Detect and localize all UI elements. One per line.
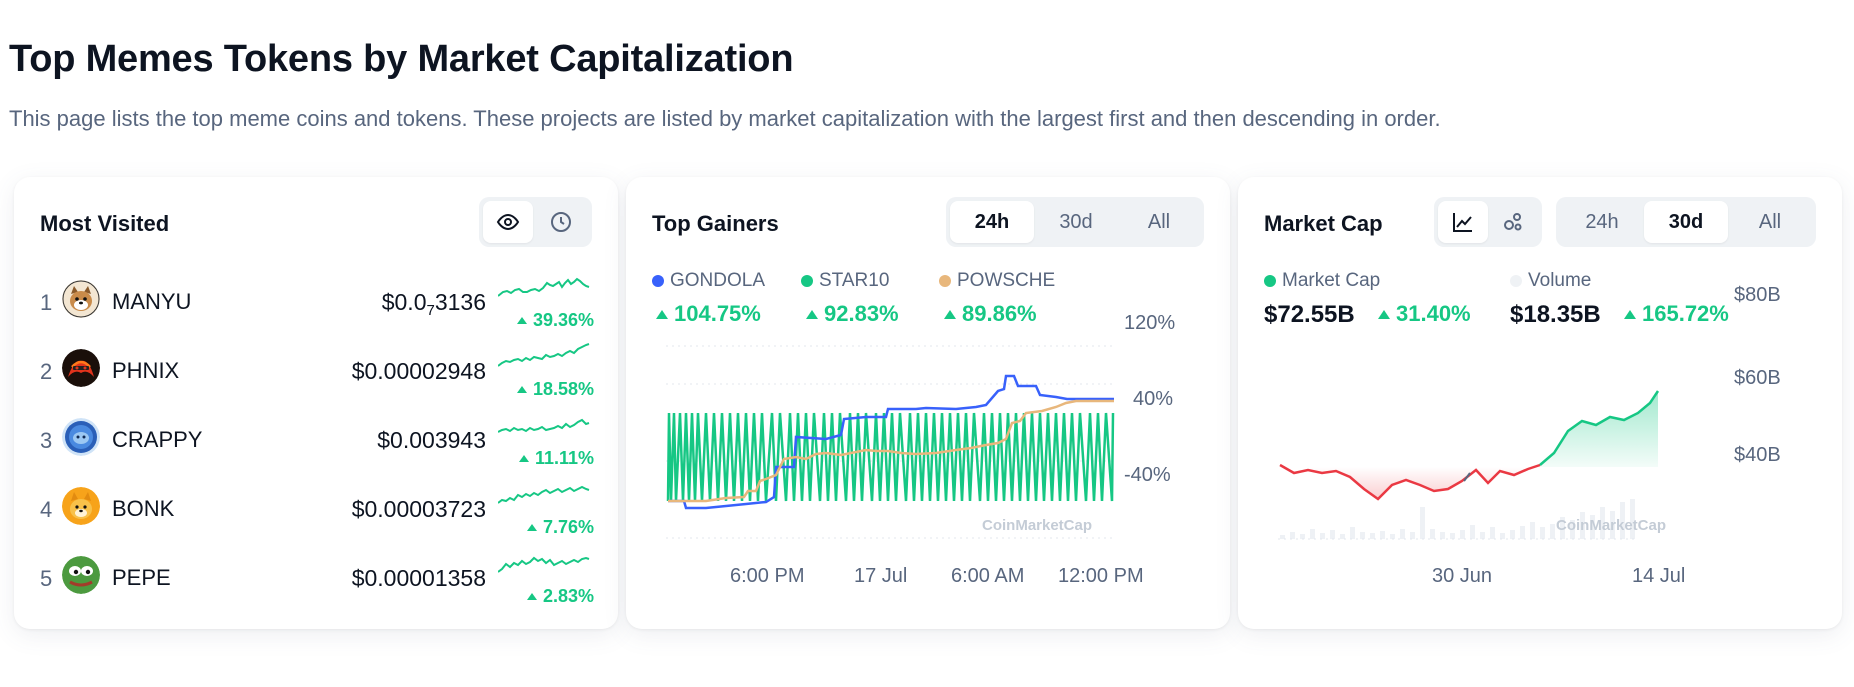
rank: 1	[40, 290, 53, 315]
most-visited-row-5[interactable]: 5 PEPE $0.00001358 2.83%	[14, 546, 618, 606]
watermark: CoinMarketCap	[1556, 517, 1667, 534]
tab-all[interactable]: All	[1147, 210, 1171, 233]
crappy-logo-icon	[62, 418, 100, 456]
tab-all[interactable]: All	[1758, 210, 1782, 233]
rank: 2	[40, 359, 53, 384]
top-gainers-timeframe-tabs: 24h 30d All	[946, 197, 1204, 247]
sparkline	[498, 277, 590, 297]
sparkline	[498, 485, 590, 504]
bubble-chart-button[interactable]	[1488, 201, 1538, 243]
token-price: $0.073136	[381, 289, 486, 319]
pepe-logo-icon	[62, 556, 100, 594]
volume-value: $18.35B	[1510, 301, 1601, 328]
price-change: 7.76%	[526, 517, 594, 538]
legend-powsche[interactable]: POWSCHE	[939, 270, 1055, 292]
tab-30d[interactable]: 30d	[1059, 210, 1093, 233]
x-tick-30jun: 30 Jun	[1432, 565, 1493, 587]
most-visited-row-1[interactable]: 1 MANYU $0.073136 39.36%	[14, 270, 618, 330]
rank: 5	[40, 566, 53, 591]
y-tick-60b: $60B	[1734, 367, 1781, 389]
market-cap-change: 31.40%	[1378, 301, 1471, 327]
token-price: $0.00001358	[351, 565, 486, 591]
sparkline	[498, 343, 590, 367]
star10-change: 92.83%	[806, 301, 899, 327]
top-gainers-chart[interactable]	[626, 177, 1230, 629]
x-tick-14jul: 14 Jul	[1632, 565, 1686, 587]
most-visited-card: Most Visited 1 MANYU $0.073136 39.36% 2 …	[14, 177, 618, 629]
watermark: CoinMarketCap	[982, 517, 1093, 534]
x-tick-12pm: 12:00 PM	[1058, 565, 1144, 587]
price-change: 39.36%	[516, 310, 594, 331]
token-name: MANYU	[112, 289, 192, 314]
y-tick-80b: $80B	[1734, 284, 1781, 306]
most-visited-row-3[interactable]: 3 CRAPPY $0.003943 11.11%	[14, 408, 618, 468]
tab-24h[interactable]: 24h	[1585, 210, 1619, 233]
powsche-change: 89.86%	[944, 301, 1037, 327]
tab-24h[interactable]: 24h	[950, 201, 1034, 243]
eye-icon	[496, 213, 520, 231]
rank: 3	[40, 428, 53, 453]
legend-volume[interactable]: Volume	[1510, 270, 1591, 292]
token-name: CRAPPY	[112, 427, 203, 452]
page-description: This page lists the top meme coins and t…	[9, 106, 1441, 131]
y-tick-40b: $40B	[1734, 444, 1781, 466]
market-cap-value: $72.55B	[1264, 301, 1355, 328]
page-title: Top Memes Tokens by Market Capitalizatio…	[9, 38, 794, 80]
price-change: 2.83%	[526, 586, 594, 607]
market-cap-timeframe-tabs: 24h 30d All	[1556, 197, 1816, 247]
line-chart-button[interactable]	[1438, 201, 1488, 243]
market-cap-card: Market Cap 24h 30d All Market Cap Volume…	[1238, 177, 1842, 629]
phnix-logo-icon	[62, 349, 100, 387]
x-tick-6pm: 6:00 PM	[730, 565, 805, 587]
token-name: PEPE	[112, 565, 171, 590]
market-cap-chart[interactable]	[1238, 177, 1842, 629]
gondola-change: 104.75%	[656, 301, 761, 327]
token-price: $0.00003723	[351, 496, 486, 522]
price-change: 11.11%	[518, 448, 594, 469]
x-tick-6am: 6:00 AM	[951, 565, 1025, 587]
clock-toggle-button[interactable]	[533, 201, 588, 243]
most-visited-row-4[interactable]: 4 BONK $0.00003723 7.76%	[14, 477, 618, 537]
token-name: BONK	[112, 496, 175, 521]
y-tick-40: 40%	[1133, 388, 1174, 410]
manyu-logo-icon	[62, 280, 100, 318]
token-name: PHNIX	[112, 358, 180, 383]
tab-30d[interactable]: 30d	[1644, 201, 1728, 243]
rank: 4	[40, 497, 53, 522]
sparkline	[498, 556, 590, 573]
clock-icon	[550, 212, 571, 232]
line-chart-icon	[1453, 213, 1472, 232]
top-gainers-title: Top Gainers	[652, 211, 779, 236]
bonk-logo-icon	[62, 487, 100, 525]
chart-type-toggle	[1434, 197, 1542, 247]
y-tick-120: 120%	[1124, 312, 1176, 334]
legend-star10[interactable]: STAR10	[801, 270, 889, 292]
token-price: $0.00002948	[351, 358, 486, 384]
x-tick-17jul: 17 Jul	[854, 565, 908, 587]
y-tick-minus40: -40%	[1124, 464, 1171, 486]
most-visited-toggle	[479, 197, 592, 247]
price-change: 18.58%	[516, 379, 594, 400]
legend-gondola[interactable]: GONDOLA	[652, 270, 765, 292]
legend-market-cap[interactable]: Market Cap	[1264, 270, 1380, 292]
market-cap-title: Market Cap	[1264, 211, 1383, 236]
most-visited-row-2[interactable]: 2 PHNIX $0.00002948 18.58%	[14, 339, 618, 399]
volume-change: 165.72%	[1624, 301, 1729, 327]
bubbles-icon	[1504, 213, 1522, 231]
token-price: $0.003943	[377, 427, 486, 453]
top-gainers-card: Top Gainers 24h 30d All GONDOLA STAR10 P…	[626, 177, 1230, 629]
most-visited-title: Most Visited	[40, 211, 170, 236]
eye-toggle-button[interactable]	[483, 201, 533, 243]
sparkline	[498, 418, 590, 433]
